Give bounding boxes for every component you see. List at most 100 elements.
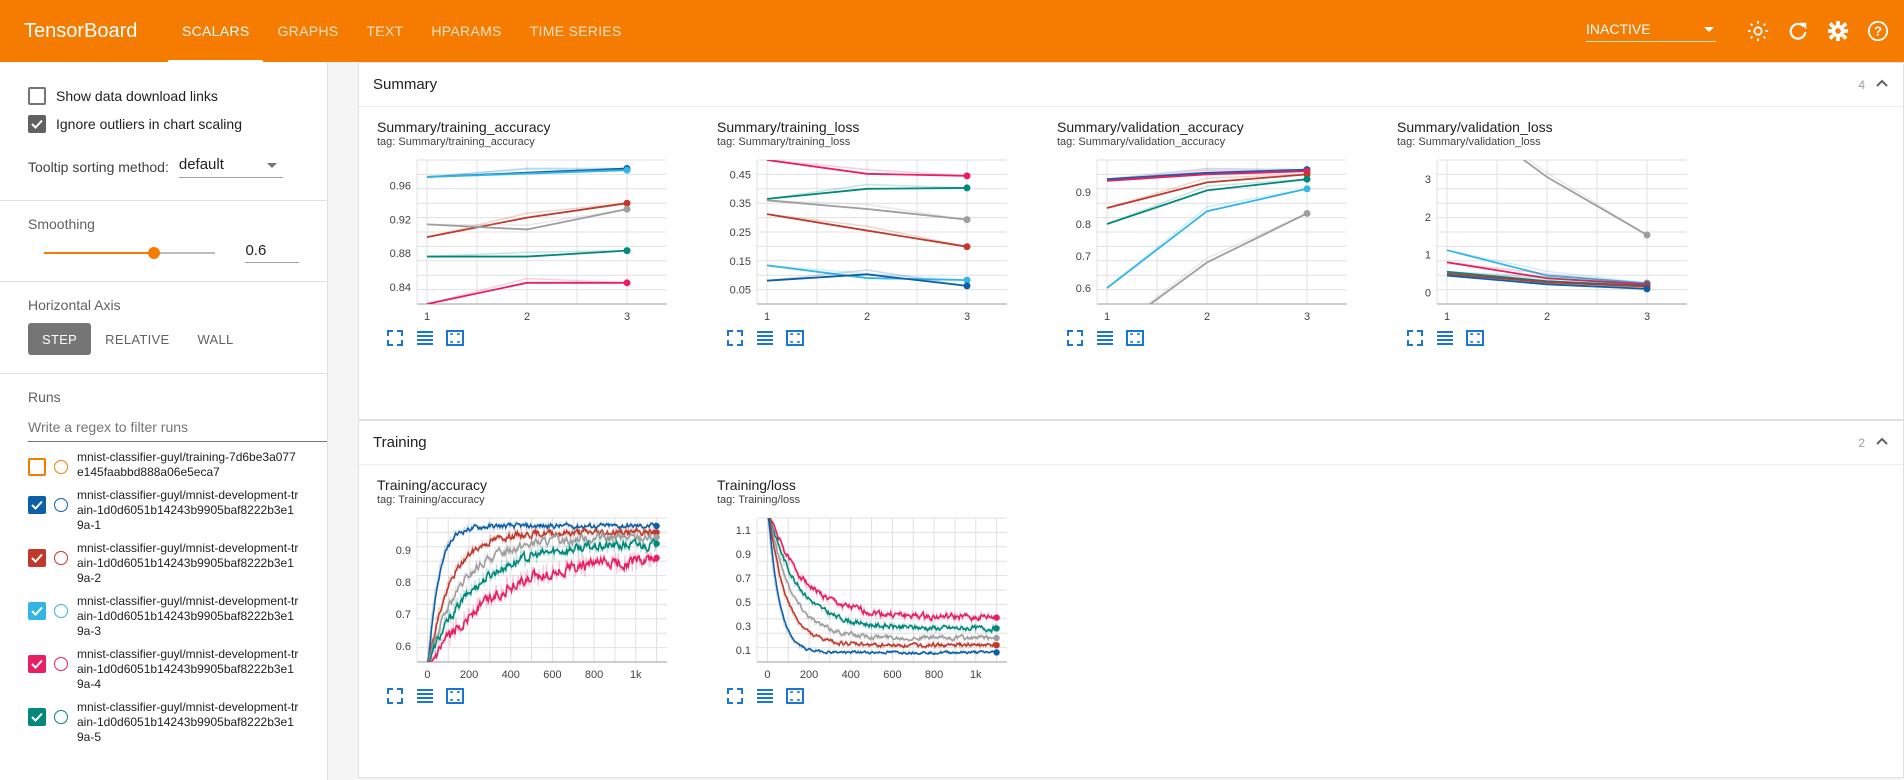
run-color-circle-icon[interactable] <box>54 604 68 618</box>
fullscreen-icon[interactable] <box>1065 328 1085 348</box>
series-line <box>769 518 998 634</box>
run-item[interactable]: mnist-classifier-guyl/mnist-development-… <box>28 594 299 639</box>
run-color-circle-icon[interactable] <box>54 551 68 565</box>
horizontal-axis-toggle: STEP RELATIVE WALL <box>28 323 299 355</box>
chevron-up-icon[interactable] <box>1875 78 1889 88</box>
raw-series-line <box>1106 178 1308 225</box>
x-tick-label: 2 <box>1544 311 1550 322</box>
tab-text[interactable]: TEXT <box>366 23 404 39</box>
chart-tag: tag: Summary/validation_loss <box>1397 136 1541 148</box>
tab-graphs[interactable]: GRAPHS <box>277 23 339 39</box>
inactive-plugins-select[interactable]: INACTIVE <box>1586 21 1716 42</box>
chart-title: Summary/validation_loss <box>1397 119 1553 135</box>
x-tick-label: 200 <box>460 669 478 680</box>
tab-time-series[interactable]: TIME SERIES <box>529 23 622 39</box>
fit-domain-icon[interactable] <box>445 328 465 348</box>
raw-series-line <box>766 213 968 248</box>
toggle-log-scale-icon[interactable] <box>415 686 435 706</box>
fullscreen-icon[interactable] <box>725 328 745 348</box>
y-tick-label: 1 <box>1425 250 1431 262</box>
x-tick-label: 800 <box>585 669 603 680</box>
y-tick-label: 0.92 <box>390 214 411 226</box>
run-item[interactable]: mnist-classifier-guyl/mnist-development-… <box>28 488 299 533</box>
smoothing-label: Smoothing <box>28 216 95 232</box>
scalar-chart-card: Training/accuracy tag: Training/accuracy 0… <box>377 477 717 706</box>
line-chart[interactable]: 1 2 3 0.84 0.88 0.92 0.96 <box>377 152 677 322</box>
brightness-icon[interactable] <box>1738 11 1778 51</box>
checkmark-icon[interactable] <box>28 655 46 673</box>
series-line <box>1106 187 1308 289</box>
axis-wall-button[interactable]: WALL <box>197 331 234 347</box>
settings-icon[interactable] <box>1818 11 1858 51</box>
training-group-header[interactable]: Training 2 <box>359 421 1903 465</box>
fullscreen-icon[interactable] <box>385 686 405 706</box>
checkmark-icon[interactable] <box>28 708 46 726</box>
toggle-log-scale-icon[interactable] <box>755 686 775 706</box>
run-color-circle-icon[interactable] <box>54 657 68 671</box>
tooltip-sorting-select[interactable]: default <box>178 156 283 178</box>
series-line <box>426 521 658 662</box>
toggle-log-scale-icon[interactable] <box>1435 328 1455 348</box>
line-chart[interactable]: 0 200 400 600 800 1k 0.6 0.7 0.8 0.9 <box>377 510 677 680</box>
run-color-circle-icon[interactable] <box>54 710 68 724</box>
fullscreen-icon[interactable] <box>385 328 405 348</box>
fullscreen-icon[interactable] <box>725 686 745 706</box>
fit-domain-icon[interactable] <box>785 686 805 706</box>
series-endpoint <box>963 172 971 180</box>
summary-group-header[interactable]: Summary 4 <box>359 63 1903 107</box>
series-line <box>767 518 997 656</box>
fit-domain-icon[interactable] <box>1125 328 1145 348</box>
series-endpoint <box>1303 175 1311 183</box>
plugin-tabs: SCALARS GRAPHS TEXT HPARAMS TIME SERIES <box>168 0 636 62</box>
checkbox-unchecked-icon[interactable] <box>28 458 46 476</box>
run-item[interactable]: mnist-classifier-guyl/training-7d6be3a07… <box>28 450 299 480</box>
toggle-log-scale-icon[interactable] <box>415 328 435 348</box>
run-item[interactable]: mnist-classifier-guyl/mnist-development-… <box>28 647 299 692</box>
slider-thumb[interactable] <box>148 246 160 259</box>
ignore-outliers-checkbox[interactable]: Ignore outliers in chart scaling <box>28 110 299 138</box>
checkmark-icon[interactable] <box>28 602 46 620</box>
checkmark-icon[interactable] <box>28 496 46 514</box>
toggle-log-scale-icon[interactable] <box>755 328 775 348</box>
show-download-links-checkbox[interactable]: Show data download links <box>28 82 299 110</box>
run-color-circle-icon[interactable] <box>54 460 68 474</box>
tab-scalars[interactable]: SCALARS <box>168 0 264 62</box>
runs-filter-input[interactable]: Write a regex to filter runs <box>28 419 327 442</box>
scalar-chart-card: Summary/validation_loss tag: Summary/vali… <box>1397 119 1737 348</box>
raw-series-line <box>426 208 628 226</box>
line-chart[interactable]: 0 200 400 600 800 1k 0.1 0.3 0.5 0.7 0.9 1.1 <box>717 510 1017 680</box>
axis-step-button[interactable]: STEP <box>28 323 92 355</box>
smoothing-input[interactable]: 0.6 <box>245 242 299 263</box>
refresh-icon[interactable] <box>1778 11 1818 51</box>
smoothing-slider[interactable] <box>28 243 216 263</box>
tab-hparams[interactable]: HPARAMS <box>431 23 502 39</box>
series-endpoint <box>993 625 1000 632</box>
x-tick-label: 800 <box>925 669 943 680</box>
series-line <box>427 530 658 662</box>
help-icon[interactable]: ? <box>1858 11 1898 51</box>
raw-series-line <box>426 168 628 178</box>
run-color-circle-icon[interactable] <box>54 498 68 512</box>
toggle-log-scale-icon[interactable] <box>1095 328 1115 348</box>
fit-domain-icon[interactable] <box>1465 328 1485 348</box>
y-tick-label: 0.15 <box>730 256 751 268</box>
series-line <box>766 213 968 248</box>
fit-domain-icon[interactable] <box>785 328 805 348</box>
series-endpoint <box>993 642 1000 649</box>
chevron-up-icon[interactable] <box>1875 436 1889 446</box>
series-line <box>1446 261 1648 286</box>
fullscreen-icon[interactable] <box>1405 328 1425 348</box>
fit-domain-icon[interactable] <box>445 686 465 706</box>
line-chart[interactable]: 1 2 3 0.6 0.7 0.8 0.9 <box>1057 152 1357 322</box>
run-item[interactable]: mnist-classifier-guyl/mnist-development-… <box>28 700 299 745</box>
tooltip-sorting-value: default <box>178 156 224 173</box>
series-endpoint <box>963 184 971 192</box>
run-item[interactable]: mnist-classifier-guyl/mnist-development-… <box>28 541 299 586</box>
raw-series-line <box>1446 274 1648 290</box>
checkmark-icon[interactable] <box>28 549 46 567</box>
summary-group: Summary 4 Summary/training_accuracy tag: … <box>358 62 1904 420</box>
line-chart[interactable]: 1 2 3 0 1 2 3 <box>1397 152 1697 322</box>
line-chart[interactable]: 1 2 3 0.05 0.15 0.25 0.35 0.45 <box>717 152 1017 322</box>
axis-relative-button[interactable]: RELATIVE <box>105 331 170 347</box>
chevron-down-icon <box>1704 26 1714 32</box>
